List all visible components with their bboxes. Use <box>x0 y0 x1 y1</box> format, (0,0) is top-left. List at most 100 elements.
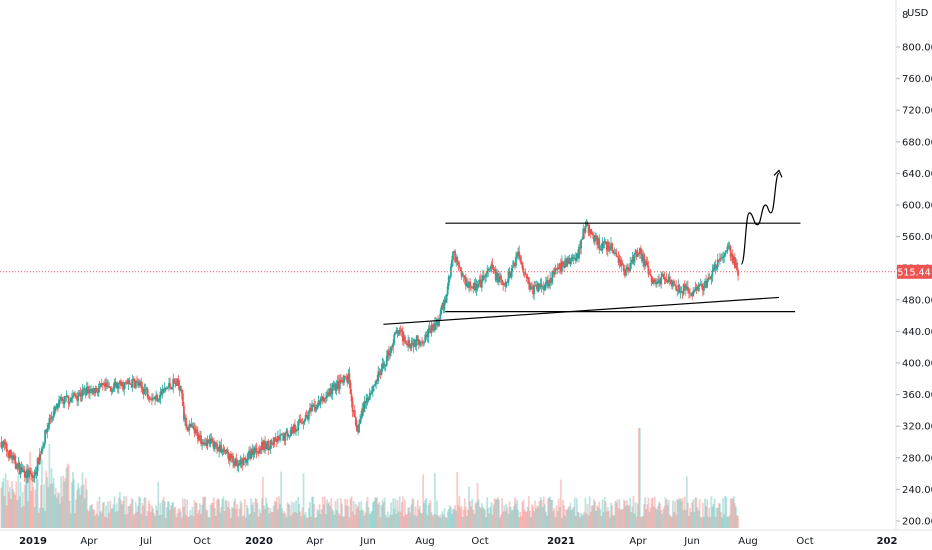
volume-bar <box>658 501 660 528</box>
volume-bar <box>227 501 230 528</box>
volume-bar <box>536 505 539 528</box>
x-tick-label: Apr <box>306 536 324 547</box>
candle-body <box>557 267 560 269</box>
volume-bar <box>660 510 663 528</box>
volume-bar <box>20 507 23 528</box>
volume-bar <box>220 507 223 528</box>
volume-bar <box>283 511 286 528</box>
candle-body <box>674 284 676 287</box>
volume-bar <box>8 487 11 528</box>
candle-body <box>31 474 34 477</box>
volume-bar <box>102 501 105 528</box>
candle-body <box>649 273 652 276</box>
volume-bar <box>165 507 168 528</box>
candle-body <box>502 282 505 286</box>
volume-bar <box>580 513 583 528</box>
volume-bar <box>613 515 616 528</box>
candle-body <box>341 380 343 382</box>
volume-bar <box>483 508 485 528</box>
volume-bar <box>630 512 633 528</box>
candle-body <box>286 430 289 437</box>
volume-bar <box>699 516 702 528</box>
candle-body <box>165 388 168 390</box>
drawings[interactable] <box>383 169 801 325</box>
trendline-rising-support[interactable] <box>383 296 779 325</box>
candle-body <box>219 444 222 447</box>
candle-body <box>124 382 127 384</box>
candle-body <box>41 448 43 454</box>
candle-body <box>145 388 148 391</box>
candle-body <box>682 284 685 295</box>
candle-body <box>231 455 233 459</box>
volume-bar <box>197 510 200 528</box>
candle-body <box>173 378 176 382</box>
volume-bar <box>675 514 678 528</box>
candle-body <box>398 329 401 333</box>
volume-bar <box>674 500 676 528</box>
volume-bar <box>600 516 603 528</box>
candle-body <box>123 383 126 390</box>
volume-bar <box>467 509 469 528</box>
y-tick-label: 760.00 <box>902 74 932 85</box>
volume-bar <box>318 504 321 528</box>
volume-bar <box>243 498 246 528</box>
volume-bar <box>349 498 352 528</box>
candle-body <box>622 264 625 272</box>
volume-bar <box>259 512 262 528</box>
volume-bar <box>221 498 224 528</box>
volume-bar <box>447 508 450 528</box>
candle-body <box>464 279 467 287</box>
volume-bar <box>424 499 427 528</box>
candle-body <box>189 424 192 425</box>
candle-body <box>270 440 273 444</box>
projection-curve[interactable] <box>740 172 780 265</box>
volume-bar <box>400 502 403 528</box>
volume-bar <box>210 502 213 528</box>
volume-bar <box>23 484 26 528</box>
volume-bar <box>267 507 270 528</box>
candle-body <box>94 388 97 394</box>
candle-body <box>626 266 628 270</box>
volume-bar <box>552 510 555 528</box>
volume-bar <box>163 501 166 528</box>
x-tick-label: Jun <box>683 536 700 547</box>
x-axis[interactable]: 2019 Apr Jul Oct 2020 Apr Jun Aug Oct 2021 Apr Jun A… <box>0 529 932 547</box>
volume-bar <box>726 516 729 528</box>
volume-bar <box>262 476 264 528</box>
volume-bar <box>351 511 354 528</box>
volume-bar <box>317 510 320 528</box>
volume-bar <box>508 501 511 528</box>
volume-bar <box>598 501 601 528</box>
candle-body <box>658 279 660 284</box>
candle-body <box>232 455 234 462</box>
candle-body <box>390 346 392 353</box>
candle-body <box>12 455 14 460</box>
volume-bar <box>413 515 416 528</box>
candle-body <box>44 429 47 443</box>
candle-body <box>483 275 485 278</box>
volume-bar <box>89 505 91 528</box>
candle-body <box>666 281 669 283</box>
candle-body <box>192 426 195 429</box>
candle-body <box>692 290 695 297</box>
volume-bar <box>313 504 316 528</box>
candle-body <box>110 388 113 392</box>
candle-body <box>612 249 615 254</box>
volume-bar <box>62 475 65 528</box>
candle-body <box>158 398 161 400</box>
volume-bar <box>305 517 308 528</box>
volume-bar <box>485 517 487 528</box>
candle-body <box>156 394 159 402</box>
candle-body <box>153 397 155 400</box>
candle-body <box>11 455 13 460</box>
candle-body <box>729 246 732 257</box>
y-axis[interactable]: 200.00 240.00 280.00 320.00 360.00 400.00 440.… <box>895 0 932 530</box>
candle-body <box>454 251 457 262</box>
candle-body <box>556 267 559 270</box>
y-tick-label: 560.00 <box>902 232 932 243</box>
candle-body <box>353 410 356 418</box>
volume-bar <box>158 515 161 528</box>
volume-bar <box>30 491 33 528</box>
volume-bar <box>629 497 632 528</box>
